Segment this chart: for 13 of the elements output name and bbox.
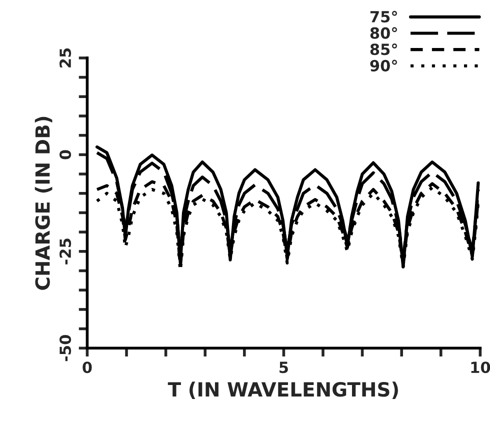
- legend-label: 80°: [370, 27, 397, 39]
- x-axis-title: T (IN WAVELENGTHS): [168, 382, 398, 400]
- y-tick-label: 25: [60, 48, 72, 68]
- y-tick-label: 0: [60, 150, 72, 160]
- x-tick-label: 0: [82, 362, 92, 374]
- legend-label: 75°: [370, 10, 397, 23]
- legend-label: 85°: [370, 43, 397, 56]
- y-tick-label: -50: [60, 335, 72, 362]
- legend-label: 90°: [370, 60, 397, 72]
- y-axis-title: CHARGE (IN DB): [34, 116, 52, 290]
- x-tick-label: 5: [280, 362, 288, 374]
- y-tick-label: -25: [60, 238, 72, 264]
- x-tick-label: 10: [471, 362, 490, 374]
